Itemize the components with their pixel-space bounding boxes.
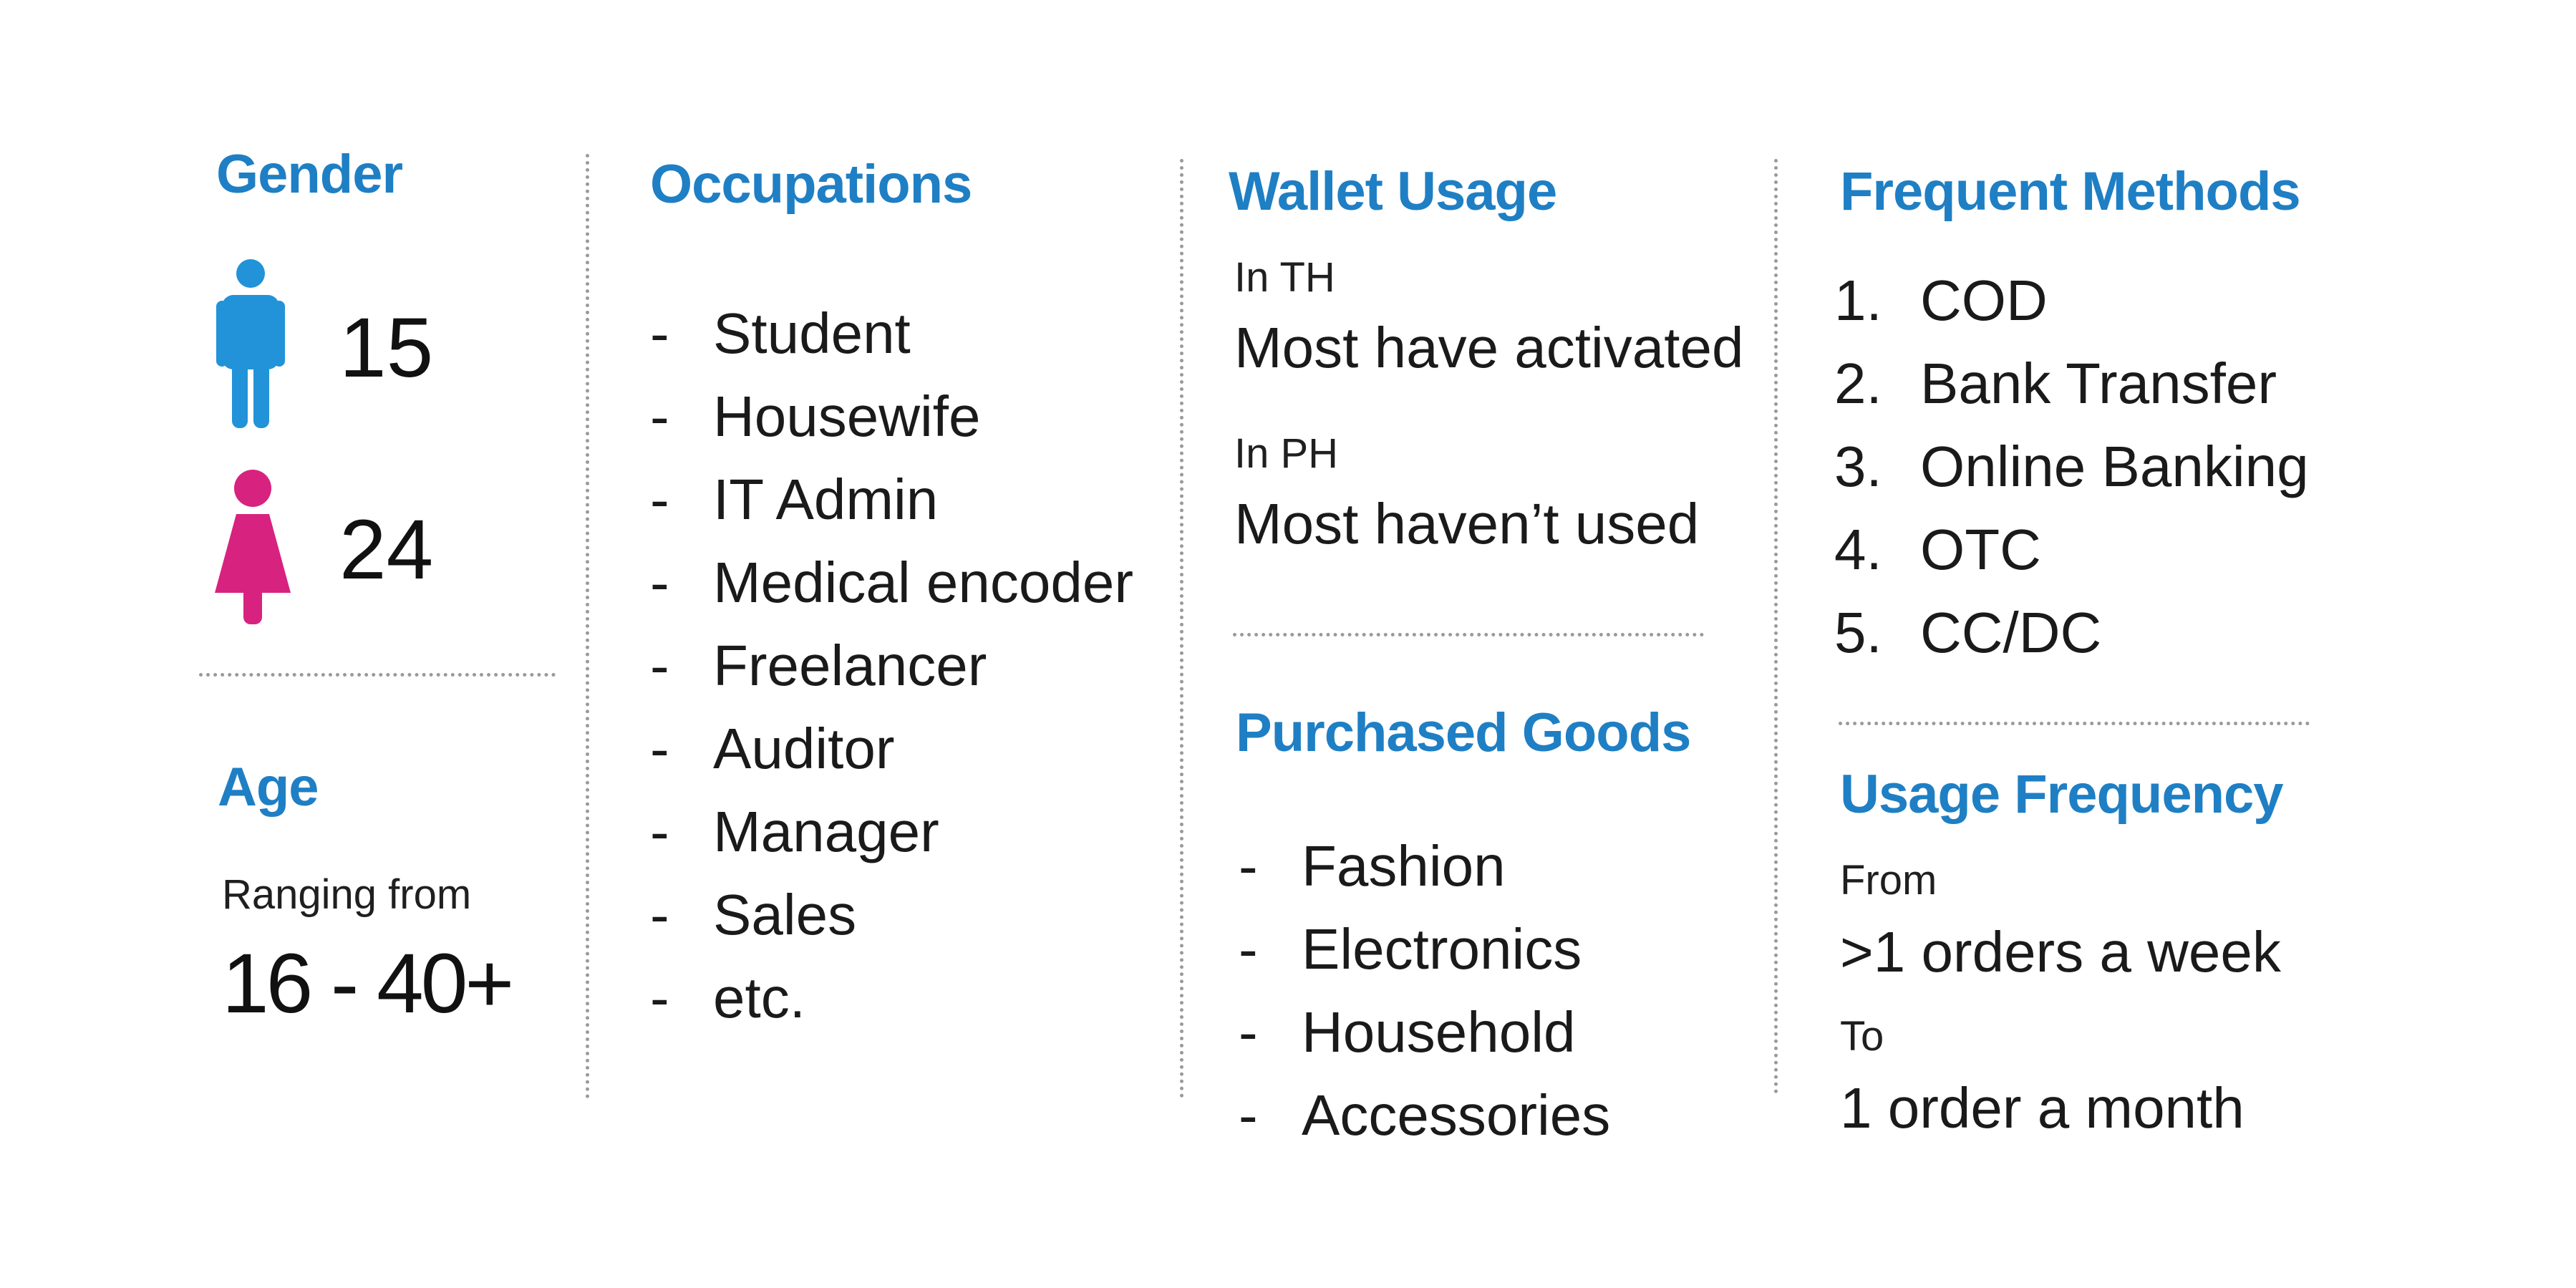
usage-from-value: >1 orders a week bbox=[1840, 920, 2281, 984]
wallet-ph-label: In PH bbox=[1234, 430, 1339, 477]
gender-title: Gender bbox=[216, 144, 403, 205]
usage-to-value: 1 order a month bbox=[1840, 1076, 2245, 1140]
list-item: - Freelancer bbox=[650, 634, 987, 697]
usage-to-label: To bbox=[1840, 1013, 1884, 1060]
purchased-goods-title: Purchased Goods bbox=[1236, 702, 1691, 763]
list-item: - Auditor bbox=[650, 717, 895, 780]
frequent-methods-title: Frequent Methods bbox=[1840, 161, 2301, 222]
occupations-title: Occupations bbox=[650, 154, 972, 215]
age-caption: Ranging from bbox=[222, 871, 472, 918]
list-item: - Accessories bbox=[1239, 1083, 1611, 1147]
wallet-usage-title: Wallet Usage bbox=[1229, 161, 1557, 222]
list-item: - Fashion bbox=[1239, 834, 1506, 898]
column-separator-1 bbox=[586, 154, 589, 1099]
female-person-icon bbox=[213, 470, 292, 628]
list-item: 3. Online Banking bbox=[1834, 435, 2309, 498]
list-item: 5. CC/DC bbox=[1834, 601, 2102, 664]
age-title: Age bbox=[218, 757, 319, 818]
male-count: 15 bbox=[339, 301, 434, 395]
wallet-th-value: Most have activated bbox=[1234, 316, 1744, 379]
male-person-icon bbox=[216, 258, 285, 433]
methods-frequency-separator bbox=[1839, 722, 2310, 725]
wallet-goods-separator bbox=[1233, 633, 1704, 636]
list-item: - etc. bbox=[650, 966, 805, 1030]
gender-age-separator bbox=[199, 673, 556, 677]
usage-from-label: From bbox=[1840, 857, 1937, 904]
list-item: - Housewife bbox=[650, 384, 981, 448]
age-range: 16 - 40+ bbox=[222, 936, 514, 1031]
list-item: - Student bbox=[650, 301, 911, 365]
female-count: 24 bbox=[339, 503, 434, 597]
wallet-ph-value: Most haven’t used bbox=[1234, 492, 1700, 556]
wallet-th-label: In TH bbox=[1234, 254, 1335, 301]
list-item: - Sales bbox=[650, 883, 857, 946]
column-separator-2 bbox=[1180, 159, 1183, 1098]
list-item: - Electronics bbox=[1239, 917, 1582, 981]
list-item: - Household bbox=[1239, 1000, 1576, 1064]
list-item: - Medical encoder bbox=[650, 551, 1133, 614]
list-item: 1. COD bbox=[1834, 268, 2048, 332]
list-item: 4. OTC bbox=[1834, 518, 2041, 581]
list-item: - Manager bbox=[650, 800, 939, 863]
column-separator-3 bbox=[1774, 159, 1778, 1094]
list-item: 2. Bank Transfer bbox=[1834, 352, 2277, 415]
usage-frequency-title: Usage Frequency bbox=[1840, 764, 2284, 825]
list-item: - IT Admin bbox=[650, 468, 939, 531]
